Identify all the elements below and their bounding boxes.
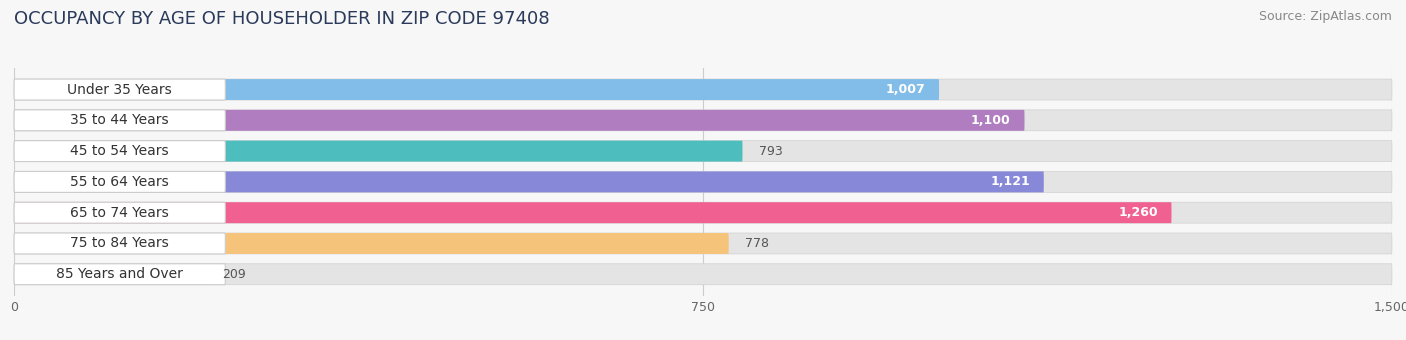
- FancyBboxPatch shape: [14, 110, 1025, 131]
- FancyBboxPatch shape: [14, 110, 225, 131]
- FancyBboxPatch shape: [14, 141, 225, 162]
- FancyBboxPatch shape: [14, 171, 225, 192]
- Text: 85 Years and Over: 85 Years and Over: [56, 267, 183, 281]
- Text: 1,007: 1,007: [886, 83, 925, 96]
- Text: Under 35 Years: Under 35 Years: [67, 83, 172, 97]
- Text: 1,100: 1,100: [972, 114, 1011, 127]
- FancyBboxPatch shape: [14, 79, 1392, 100]
- FancyBboxPatch shape: [14, 171, 1392, 192]
- Text: Source: ZipAtlas.com: Source: ZipAtlas.com: [1258, 10, 1392, 23]
- FancyBboxPatch shape: [14, 141, 1392, 162]
- FancyBboxPatch shape: [14, 171, 1043, 192]
- FancyBboxPatch shape: [14, 202, 225, 223]
- FancyBboxPatch shape: [14, 233, 225, 254]
- FancyBboxPatch shape: [14, 79, 939, 100]
- Text: 1,121: 1,121: [990, 175, 1031, 188]
- FancyBboxPatch shape: [14, 264, 207, 285]
- Text: 35 to 44 Years: 35 to 44 Years: [70, 113, 169, 128]
- Text: 209: 209: [222, 268, 246, 281]
- FancyBboxPatch shape: [14, 202, 1171, 223]
- Text: 55 to 64 Years: 55 to 64 Years: [70, 175, 169, 189]
- FancyBboxPatch shape: [14, 264, 225, 285]
- FancyBboxPatch shape: [14, 233, 1392, 254]
- Text: 45 to 54 Years: 45 to 54 Years: [70, 144, 169, 158]
- FancyBboxPatch shape: [14, 141, 742, 162]
- FancyBboxPatch shape: [14, 79, 225, 100]
- Text: 793: 793: [759, 144, 783, 158]
- FancyBboxPatch shape: [14, 233, 728, 254]
- Text: OCCUPANCY BY AGE OF HOUSEHOLDER IN ZIP CODE 97408: OCCUPANCY BY AGE OF HOUSEHOLDER IN ZIP C…: [14, 10, 550, 28]
- FancyBboxPatch shape: [14, 264, 1392, 285]
- Text: 778: 778: [745, 237, 769, 250]
- Text: 75 to 84 Years: 75 to 84 Years: [70, 236, 169, 251]
- FancyBboxPatch shape: [14, 110, 1392, 131]
- Text: 1,260: 1,260: [1118, 206, 1157, 219]
- Text: 65 to 74 Years: 65 to 74 Years: [70, 206, 169, 220]
- FancyBboxPatch shape: [14, 202, 1392, 223]
